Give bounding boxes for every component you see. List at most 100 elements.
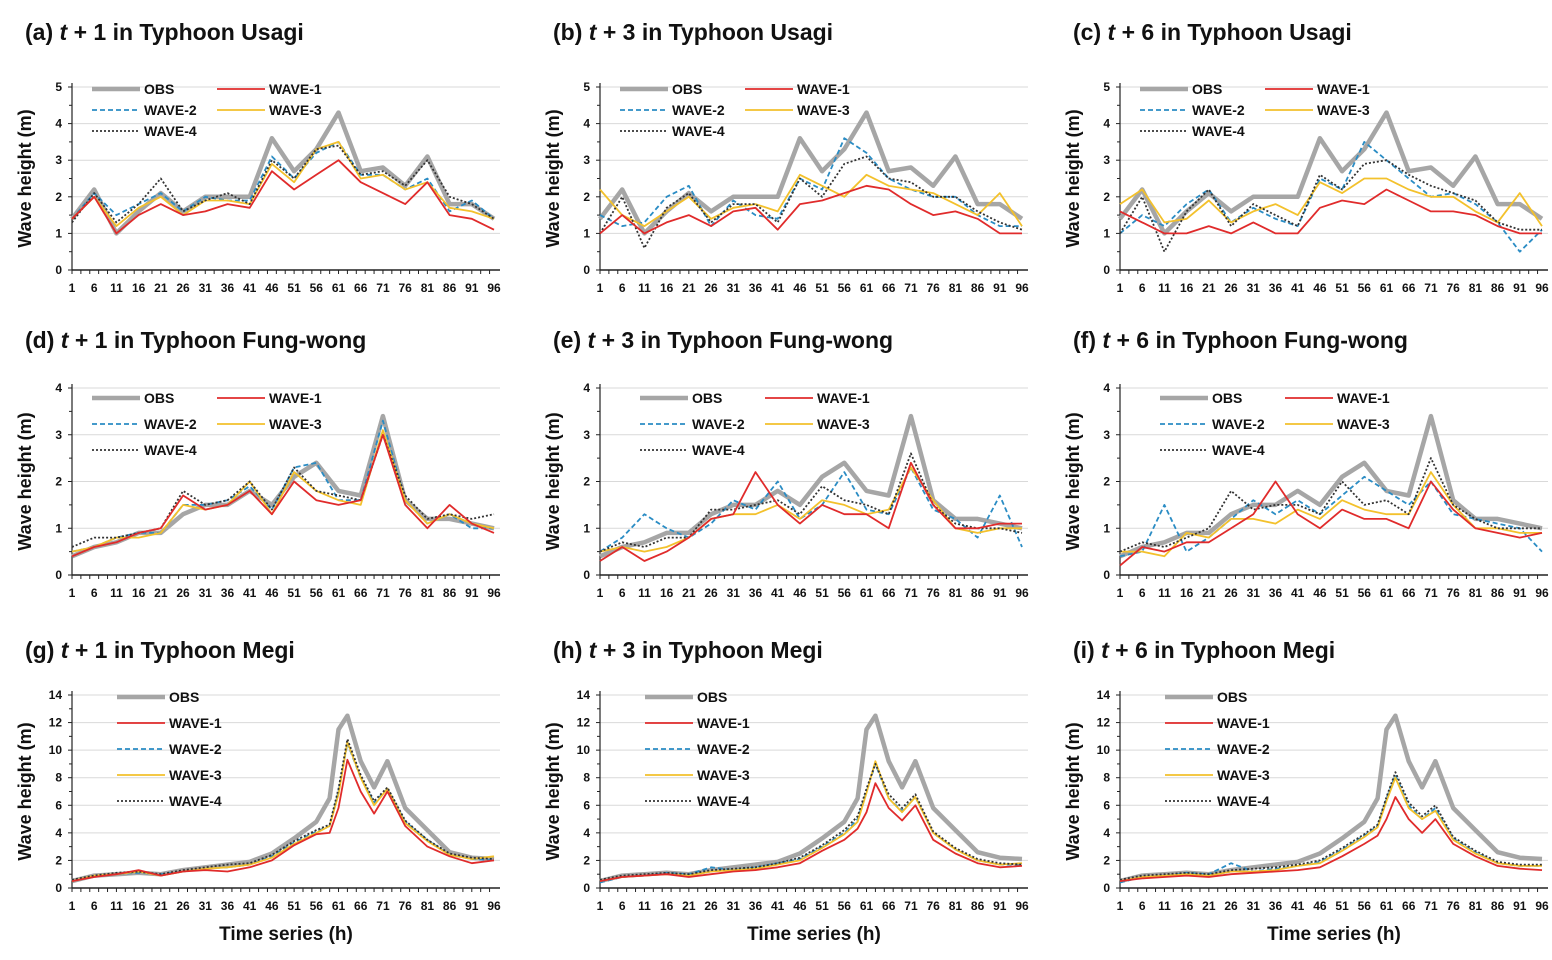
y-tick-label: 3: [583, 428, 590, 442]
x-tick-label: 91: [465, 586, 479, 600]
legend-label: OBS: [169, 689, 199, 705]
x-tick-label: 66: [1402, 899, 1416, 913]
legend-label: WAVE-4: [1192, 123, 1245, 139]
x-tick-label: 51: [287, 899, 301, 913]
x-tick-label: 76: [398, 281, 412, 295]
x-tick-label: 46: [265, 586, 279, 600]
x-tick-label: 86: [971, 899, 985, 913]
x-tick-label: 66: [882, 281, 896, 295]
x-tick-label: 41: [243, 281, 257, 295]
y-tick-label: 0: [583, 263, 590, 277]
panel-label: (b): [553, 19, 582, 45]
legend-label: WAVE-4: [1212, 442, 1265, 458]
y-tick-label: 0: [583, 881, 590, 895]
y-tick-label: 4: [55, 826, 62, 840]
x-tick-label: 61: [860, 899, 874, 913]
legend-label: WAVE-3: [797, 102, 850, 118]
y-tick-label: 0: [1103, 881, 1110, 895]
panel-title: (h) t + 3 in Typhoon Megi: [553, 637, 823, 663]
legend-label: OBS: [1217, 689, 1247, 705]
x-tick-label: 66: [354, 586, 368, 600]
y-tick-label: 0: [583, 568, 590, 582]
x-axis-label: Time series (h): [747, 924, 881, 945]
panel-i: (i) t + 6 in Typhoon Megi Wave height (m)…: [1063, 637, 1549, 945]
x-tick-label: 46: [793, 586, 807, 600]
series-line-wave-3: [599, 173, 1023, 228]
x-tick-label: 91: [1513, 586, 1527, 600]
x-tick-label: 6: [619, 281, 626, 295]
y-tick-label: 1: [55, 226, 62, 240]
y-tick-label: 2: [1103, 475, 1110, 489]
x-tick-label: 56: [310, 586, 324, 600]
y-tick-label: 0: [55, 263, 62, 277]
x-tick-label: 91: [465, 281, 479, 295]
legend: OBS WAVE-1 WAVE-2 WAVE-3 WAVE-4: [1140, 81, 1370, 139]
legend-label: WAVE-3: [697, 767, 750, 783]
title-rest: + 1 in Typhoon Megi: [75, 637, 295, 663]
legend-label: WAVE-1: [1337, 390, 1390, 406]
x-tick-label: 86: [1491, 586, 1505, 600]
x-tick-label: 1: [597, 281, 604, 295]
x-tick-label: 36: [1269, 281, 1283, 295]
x-tick-label: 71: [1424, 899, 1438, 913]
series-line-wave-2: [1119, 475, 1543, 558]
x-tick-label: 36: [1269, 586, 1283, 600]
x-tick-label: 56: [838, 586, 852, 600]
x-tick-label: 46: [793, 899, 807, 913]
y-tick-label: 10: [49, 743, 63, 757]
x-tick-label: 71: [376, 586, 390, 600]
x-tick-label: 41: [243, 586, 257, 600]
x-tick-label: 26: [1224, 586, 1238, 600]
y-tick-label: 4: [55, 117, 62, 131]
x-tick-label: 81: [1469, 899, 1483, 913]
panel-f: (f) t + 6 in Typhoon Fung-wong Wave heigh…: [1063, 327, 1549, 600]
legend-label: OBS: [144, 390, 174, 406]
series-line-wave-3: [599, 760, 1023, 882]
title-rest: + 6 in Typhoon Megi: [1115, 637, 1335, 663]
x-tick-label: 26: [1224, 899, 1238, 913]
y-axis-label: Wave height (m): [543, 722, 563, 860]
x-tick-label: 1: [597, 899, 604, 913]
x-tick-label: 26: [176, 899, 190, 913]
x-tick-label: 96: [487, 281, 501, 295]
series-line-wave-3: [71, 140, 495, 228]
x-tick-label: 86: [971, 586, 985, 600]
x-tick-label: 56: [1358, 281, 1372, 295]
title-var: t: [1101, 637, 1110, 663]
panel-a: (a) t + 1 in Typhoon Usagi Wave height (m…: [15, 19, 501, 295]
series-line-wave-1: [71, 159, 495, 235]
x-tick-label: 11: [638, 899, 651, 913]
legend-label: WAVE-4: [144, 442, 197, 458]
x-tick-label: 41: [771, 586, 785, 600]
series-line-obs: [599, 413, 1023, 559]
x-axis-label: Time series (h): [219, 924, 353, 945]
legend: OBS WAVE-1 WAVE-2 WAVE-3 WAVE-4: [640, 390, 870, 458]
y-tick-label: 4: [583, 826, 590, 840]
panel-label: (d): [25, 327, 54, 353]
panel-label: (c): [1073, 19, 1101, 45]
series-line-obs: [71, 713, 495, 884]
y-tick-label: 6: [55, 798, 62, 812]
legend-label: OBS: [1212, 390, 1242, 406]
series-line-obs: [1118, 110, 1544, 236]
x-tick-label: 36: [221, 586, 235, 600]
series-line-wave-1: [599, 184, 1022, 235]
y-axis-label: Wave height (m): [15, 109, 35, 247]
panel-label: (i): [1073, 637, 1095, 663]
y-axis-label: Wave height (m): [543, 412, 563, 550]
x-tick-label: 26: [704, 281, 718, 295]
x-tick-label: 26: [176, 586, 190, 600]
panel-title: (d) t + 1 in Typhoon Fung-wong: [25, 327, 366, 353]
x-tick-label: 41: [771, 281, 785, 295]
legend-label: WAVE-1: [697, 715, 750, 731]
y-tick-label: 14: [577, 688, 591, 702]
x-tick-label: 36: [221, 281, 235, 295]
x-tick-label: 21: [154, 586, 168, 600]
x-tick-label: 71: [376, 281, 390, 295]
x-tick-label: 31: [1247, 281, 1261, 295]
x-tick-label: 31: [727, 281, 741, 295]
y-tick-label: 10: [1097, 743, 1111, 757]
legend-label: WAVE-1: [817, 390, 870, 406]
series-line-wave-4: [1119, 457, 1542, 553]
